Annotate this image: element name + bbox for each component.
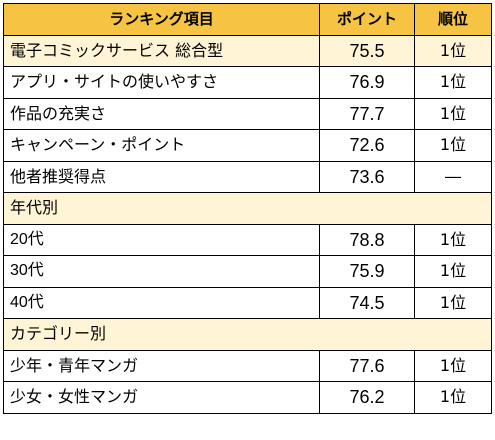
row-rank: 1位 [414,286,492,319]
table-row: 電子コミックサービス 総合型 75.5 1位 [3,34,492,67]
row-point: 74.5 [319,286,415,319]
column-header-item: ランキング項目 [3,3,320,36]
row-item: 20代 [3,223,320,256]
row-point: 75.5 [319,34,415,67]
row-item: 少女・女性マンガ [3,381,320,414]
row-rank: 1位 [414,255,492,288]
row-rank: 1位 [414,97,492,130]
row-item: 電子コミックサービス 総合型 [3,34,320,67]
table-row: 20代 78.8 1位 [3,223,492,256]
section-header-age: 年代別 [3,192,492,225]
table-row: 少女・女性マンガ 76.2 1位 [3,381,492,414]
section-title: カテゴリー別 [3,318,492,351]
row-item: アプリ・サイトの使いやすさ [3,66,320,99]
row-item: 40代 [3,286,320,319]
row-rank: 1位 [414,34,492,67]
column-header-rank: 順位 [414,3,492,36]
row-point: 76.2 [319,381,415,414]
row-point: 77.6 [319,349,415,382]
row-rank: 1位 [414,349,492,382]
row-rank: 1位 [414,223,492,256]
table-row: 30代 75.9 1位 [3,255,492,288]
row-item: 作品の充実さ [3,97,320,130]
table-row: 作品の充実さ 77.7 1位 [3,97,492,130]
row-rank: 1位 [414,66,492,99]
row-rank: 1位 [414,381,492,414]
row-point: 75.9 [319,255,415,288]
row-point: 76.9 [319,66,415,99]
section-title: 年代別 [3,192,492,225]
row-point: 77.7 [319,97,415,130]
column-header-point: ポイント [319,3,415,36]
table-header-row: ランキング項目 ポイント 順位 [3,3,492,36]
row-point: 72.6 [319,129,415,162]
section-header-category: カテゴリー別 [3,318,492,351]
row-item: 他者推奨得点 [3,160,320,193]
row-rank: 1位 [414,129,492,162]
table-row: 他者推奨得点 73.6 ― [3,160,492,193]
row-rank: ― [414,160,492,193]
table-row: アプリ・サイトの使いやすさ 76.9 1位 [3,66,492,99]
row-item: キャンペーン・ポイント [3,129,320,162]
row-point: 78.8 [319,223,415,256]
row-item: 少年・青年マンガ [3,349,320,382]
table-row: キャンペーン・ポイント 72.6 1位 [3,129,492,162]
row-point: 73.6 [319,160,415,193]
table-row: 40代 74.5 1位 [3,286,492,319]
row-item: 30代 [3,255,320,288]
table-row: 少年・青年マンガ 77.6 1位 [3,349,492,382]
ranking-table: ランキング項目 ポイント 順位 電子コミックサービス 総合型 75.5 1位 ア… [3,3,492,414]
